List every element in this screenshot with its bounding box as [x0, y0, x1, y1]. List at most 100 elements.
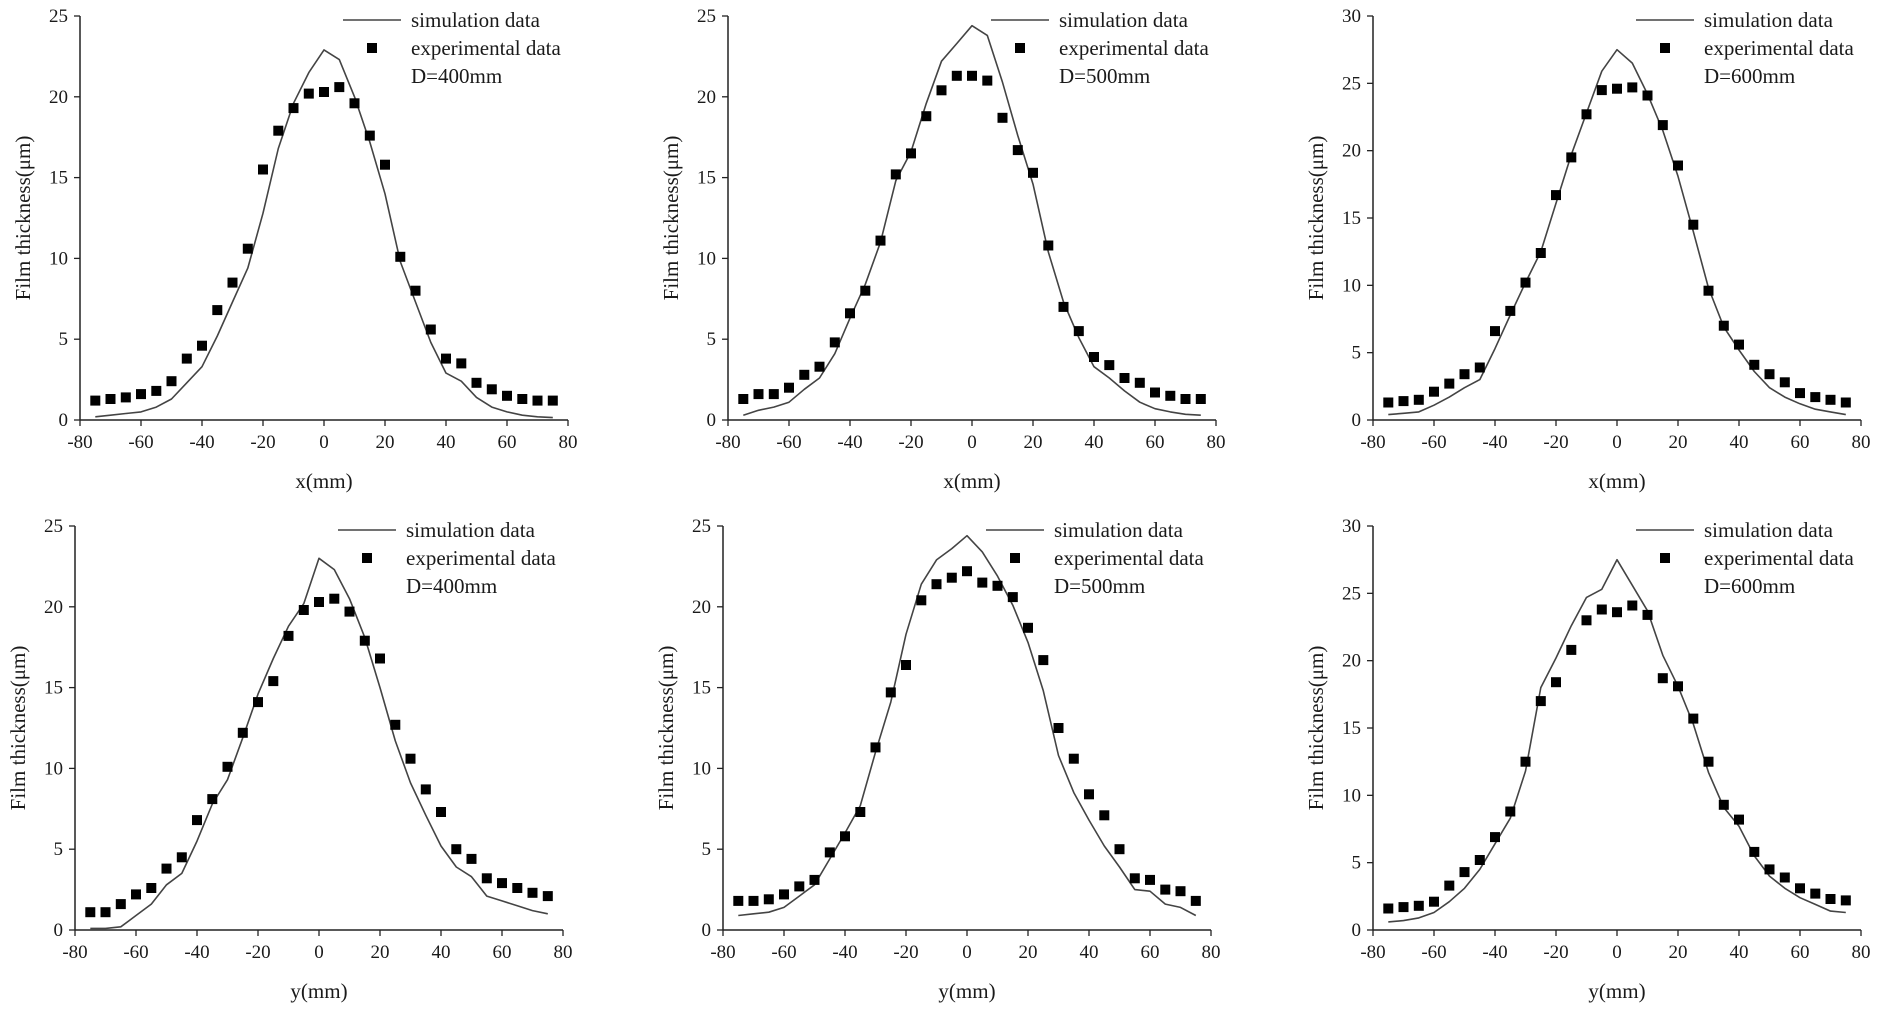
y-tick-label: 5	[1352, 343, 1362, 364]
experimental-data-point	[855, 807, 866, 817]
experimental-data-point	[146, 883, 157, 893]
x-tick-label: 0	[1612, 942, 1622, 963]
experimental-data-point	[992, 580, 1003, 591]
y-tick-label: 25	[44, 516, 63, 537]
x-axis-title: x(mm)	[295, 469, 352, 493]
experimental-data-point	[547, 395, 558, 406]
y-tick-label: 0	[1352, 920, 1362, 941]
y-tick-label: 20	[49, 87, 68, 108]
x-tick-label: -60	[128, 432, 153, 453]
legend-label-experimental: experimental data	[406, 546, 557, 570]
experimental-data-point	[1810, 392, 1821, 403]
experimental-data-point	[1764, 864, 1775, 875]
experimental-data-point	[748, 895, 759, 906]
experimental-data-point	[298, 605, 309, 615]
experimental-data-point	[763, 894, 774, 905]
y-tick-label: 25	[692, 516, 711, 537]
experimental-data-point	[380, 159, 390, 170]
experimental-data-point	[395, 251, 406, 262]
y-tick-label: 15	[1342, 718, 1361, 739]
legend-label-simulation: simulation data	[411, 8, 541, 32]
experimental-data-point	[288, 103, 299, 114]
experimental-data-point	[1612, 607, 1622, 618]
experimental-data-point	[364, 130, 375, 141]
experimental-data-point	[1150, 387, 1160, 398]
experimental-data-point	[1119, 373, 1130, 383]
x-tick-label: -80	[710, 942, 735, 963]
y-tick-label: 15	[697, 168, 716, 189]
legend-marker-swatch	[367, 43, 377, 53]
experimental-data-point	[192, 815, 202, 826]
experimental-data-point	[1612, 83, 1622, 94]
experimental-data-point	[1413, 394, 1424, 405]
experimental-data-point	[1596, 85, 1607, 96]
experimental-data-point	[1673, 681, 1683, 692]
experimental-data-point	[916, 595, 927, 606]
experimental-data-point	[512, 883, 523, 893]
experimental-data-point	[1551, 190, 1561, 201]
experimental-data-point	[1840, 397, 1851, 408]
x-tick-label: 20	[1024, 432, 1043, 453]
experimental-data-point	[1581, 615, 1592, 626]
experimental-data-point	[115, 899, 126, 910]
experimental-data-point	[1535, 696, 1546, 707]
experimental-data-point	[542, 891, 553, 902]
x-tick-label: 0	[319, 432, 329, 453]
x-axis-title: x(mm)	[943, 469, 1000, 493]
x-tick-label: 40	[1080, 942, 1099, 963]
experimental-data-point	[931, 579, 942, 590]
x-tick-label: -20	[898, 432, 923, 453]
x-tick-label: -80	[1360, 432, 1385, 453]
experimental-data-point	[517, 394, 528, 404]
distance-annotation: D=600mm	[1704, 574, 1795, 598]
experimental-data-point	[733, 895, 744, 906]
x-tick-label: -40	[189, 432, 214, 453]
experimental-data-point	[176, 852, 187, 863]
experimental-data-point	[794, 881, 805, 892]
experimental-data-point	[1053, 723, 1064, 733]
experimental-data-point	[906, 148, 916, 159]
y-tick-label: 5	[702, 839, 712, 860]
y-tick-label: 0	[702, 920, 712, 941]
experimental-data-point	[1068, 753, 1079, 764]
experimental-data-point	[120, 392, 131, 403]
legend-label-experimental: experimental data	[411, 36, 562, 60]
y-tick-label: 15	[44, 678, 63, 699]
experimental-data-point	[456, 358, 467, 369]
x-tick-label: -20	[1543, 942, 1568, 963]
experimental-data-point	[1566, 644, 1577, 655]
experimental-data-point	[1596, 604, 1607, 615]
experimental-data-point	[1657, 673, 1668, 684]
experimental-data-point	[1444, 880, 1455, 891]
experimental-data-point	[824, 847, 835, 858]
experimental-data-point	[1520, 277, 1531, 288]
y-tick-label: 20	[1342, 141, 1361, 162]
experimental-data-point	[1749, 359, 1760, 370]
experimental-data-point	[466, 853, 477, 864]
x-tick-label: -60	[1421, 942, 1446, 963]
y-axis-title: Film thickness(μm)	[1304, 136, 1328, 301]
x-axis-title: y(mm)	[290, 979, 347, 1003]
experimental-data-point	[1490, 832, 1500, 843]
experimental-data-point	[1703, 285, 1714, 296]
legend-label-simulation: simulation data	[406, 518, 536, 542]
experimental-data-point	[1505, 305, 1516, 316]
experimental-data-point	[131, 889, 141, 900]
y-tick-label: 0	[59, 410, 69, 431]
experimental-data-point	[1073, 326, 1084, 337]
experimental-data-point	[1688, 713, 1699, 724]
experimental-data-point	[921, 111, 932, 122]
experimental-data-point	[436, 807, 446, 817]
legend-label-experimental: experimental data	[1704, 546, 1855, 570]
experimental-data-point	[1688, 219, 1699, 230]
experimental-data-point	[497, 878, 507, 889]
experimental-data-point	[344, 606, 355, 617]
x-tick-label: 20	[1019, 942, 1038, 963]
chart-panel-6: -80 -60 -40 -20 0 20 40 60 80 0 5 10 15 20 25 30 y(mm) Fi…	[1304, 516, 1871, 1003]
experimental-data-point	[532, 395, 543, 406]
experimental-data-point	[1764, 369, 1775, 380]
experimental-data-point	[486, 384, 497, 395]
x-tick-label: -80	[715, 432, 740, 453]
x-tick-label: -80	[1360, 942, 1385, 963]
x-tick-label: 80	[1207, 432, 1226, 453]
